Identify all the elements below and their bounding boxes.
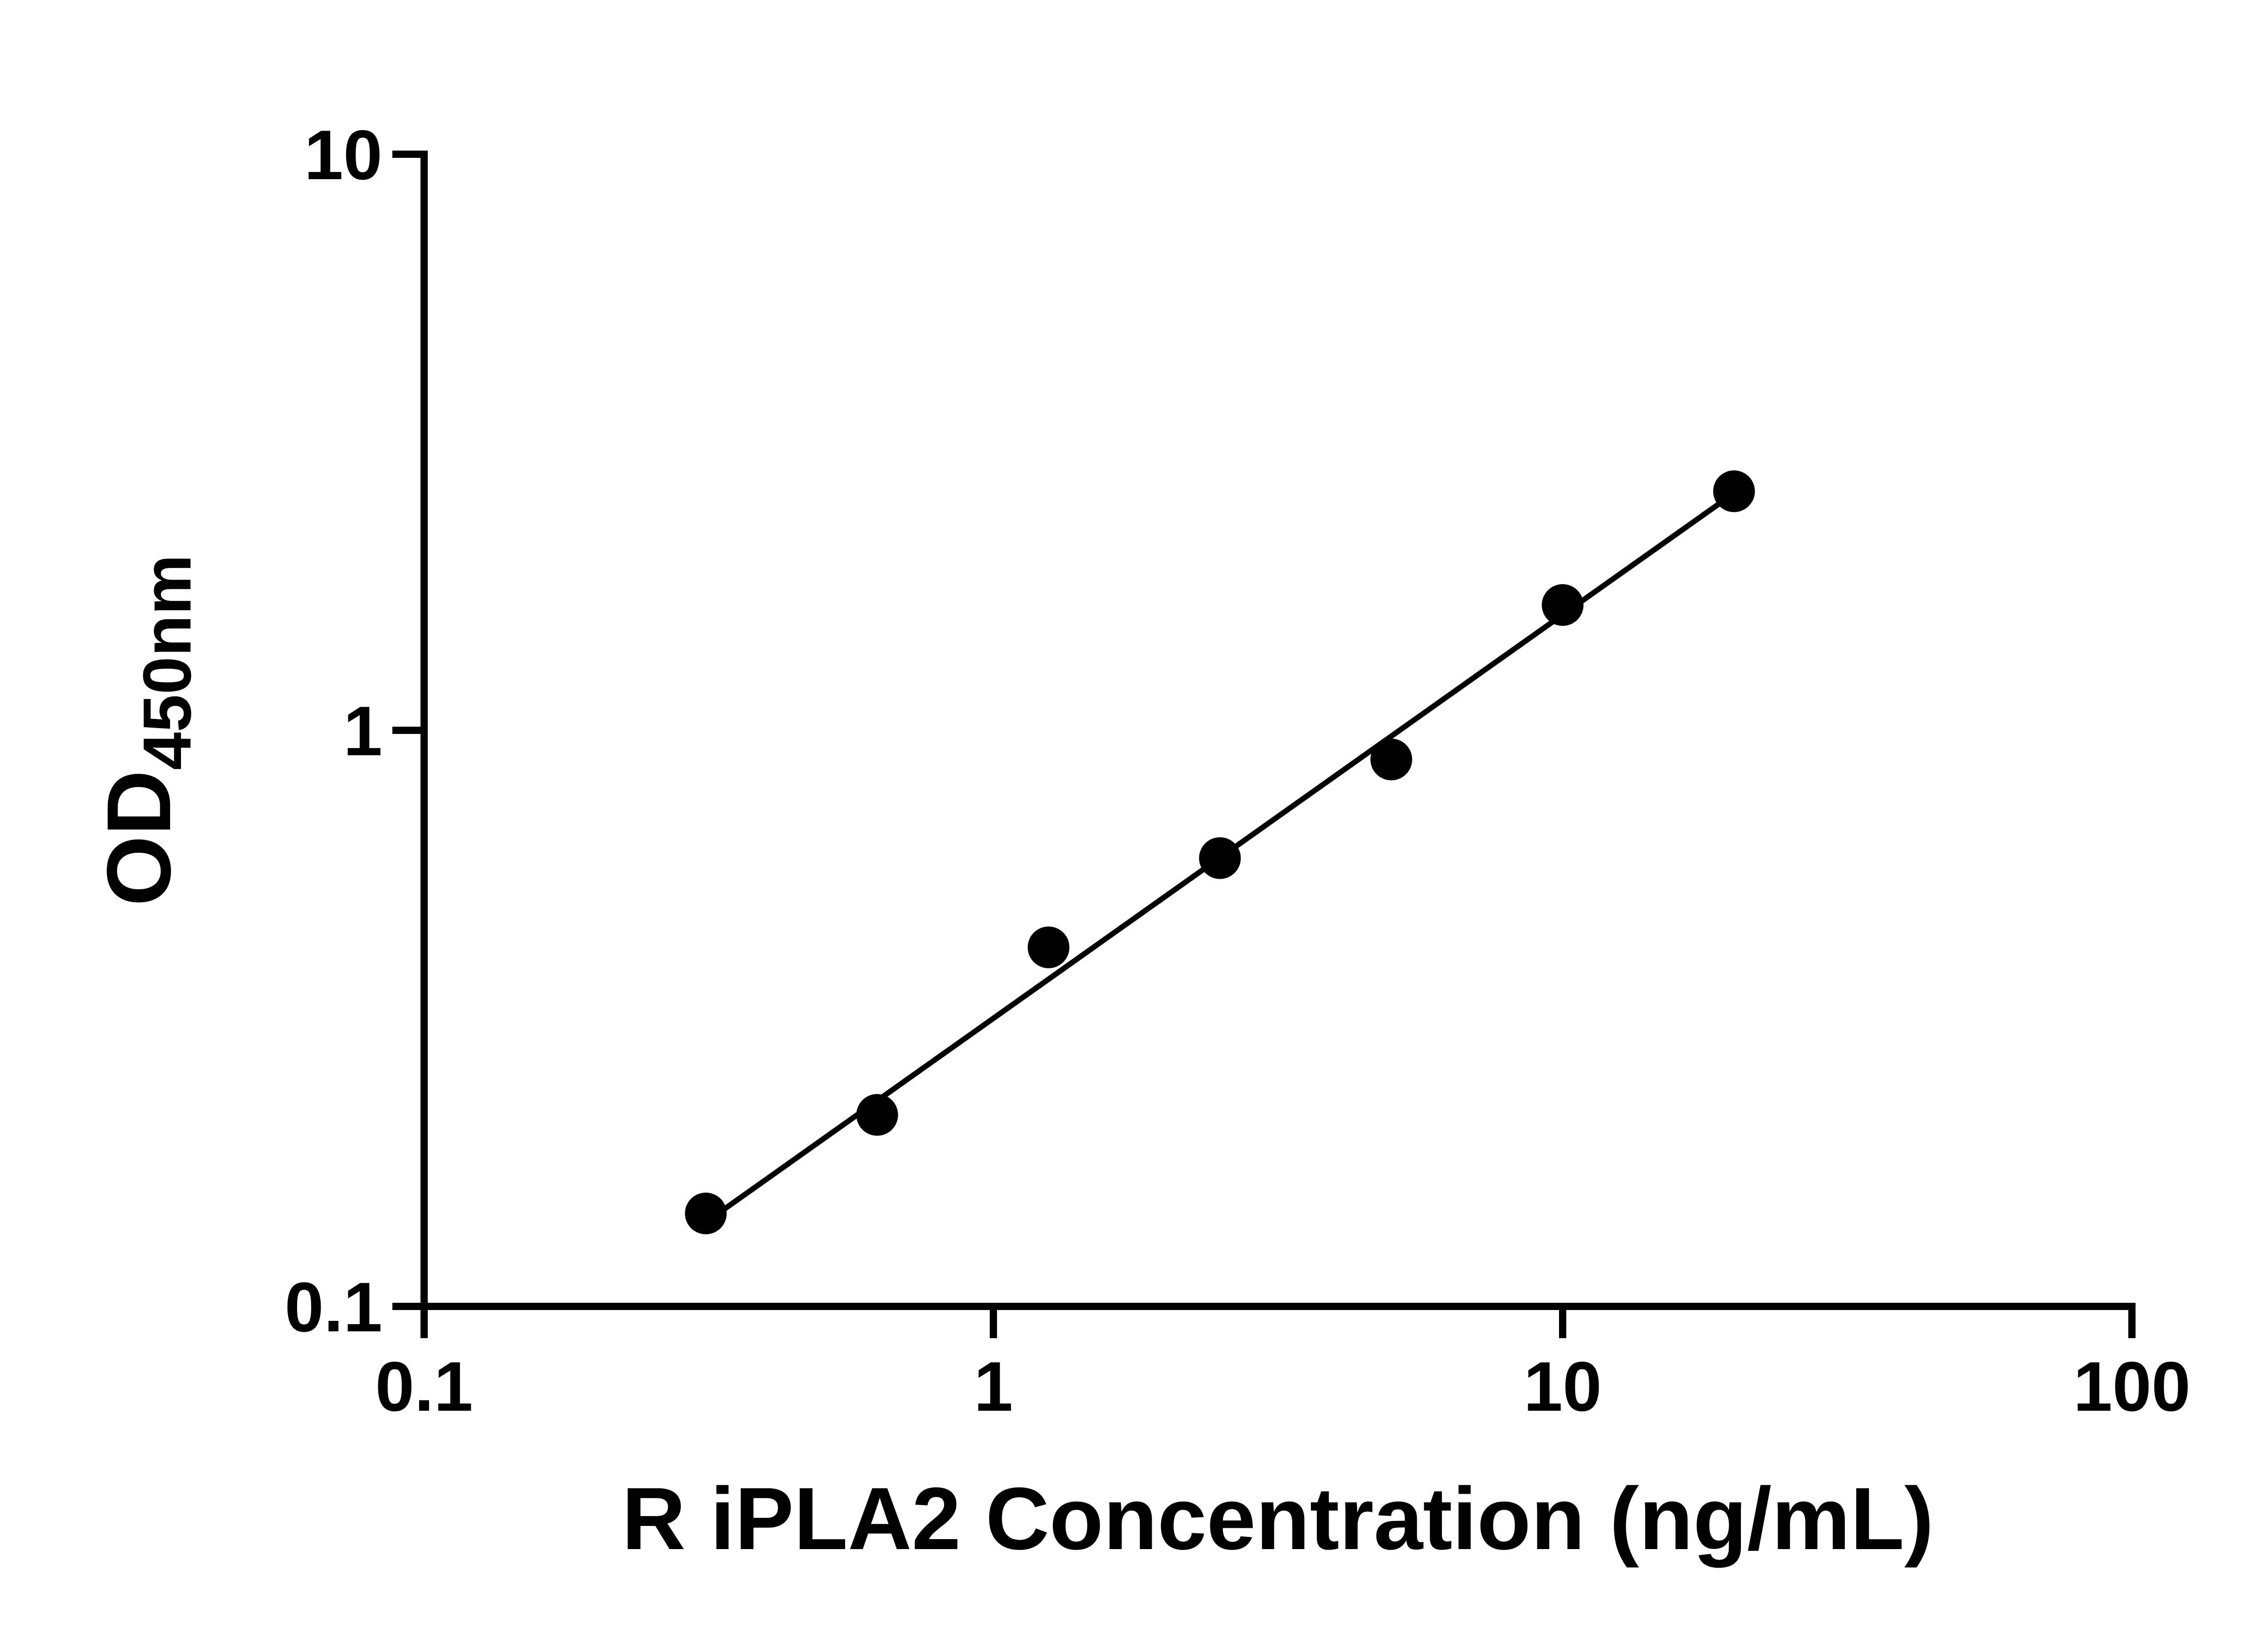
data-point bbox=[1713, 470, 1755, 512]
data-point bbox=[1370, 738, 1413, 781]
y-tick-label: 1 bbox=[343, 692, 382, 770]
y-axis-label-subscript: 450nm bbox=[129, 554, 205, 770]
x-tick-label: 10 bbox=[1524, 1347, 1602, 1426]
y-axis-label: OD450nm bbox=[88, 554, 205, 906]
data-point bbox=[1027, 926, 1070, 968]
x-tick-label: 1 bbox=[974, 1347, 1013, 1426]
plot-area: 0.1 1 10 100 0.1 1 10 bbox=[285, 116, 2191, 1426]
data-point bbox=[1542, 584, 1584, 626]
x-axis-label: R iPLA2 Concentration (ng/mL) bbox=[622, 1469, 1934, 1568]
x-tick-label: 0.1 bbox=[375, 1347, 473, 1426]
data-point bbox=[685, 1193, 727, 1235]
x-tick-label: 100 bbox=[2073, 1347, 2191, 1426]
y-tick-label: 10 bbox=[304, 116, 382, 194]
y-axis-label-main: OD bbox=[88, 770, 190, 906]
data-point bbox=[1199, 837, 1241, 879]
y-tick-label: 0.1 bbox=[285, 1268, 382, 1346]
data-point bbox=[856, 1094, 898, 1136]
